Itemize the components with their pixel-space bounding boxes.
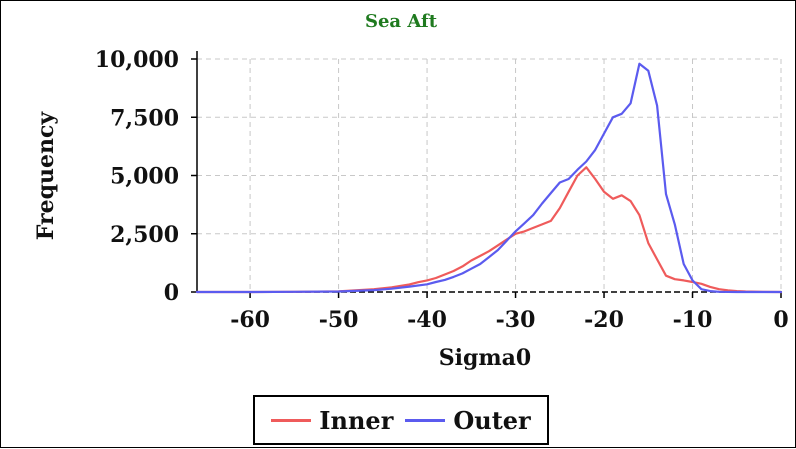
legend-label-inner: Inner xyxy=(319,405,394,435)
legend: Inner Outer xyxy=(253,395,549,445)
x-tick-label: -40 xyxy=(407,307,447,333)
x-tick-label: -50 xyxy=(319,307,359,333)
tick-layer: -60 -50 -40 -30 -20 -10 0 0 2,500 5,000 7,500 10,00… xyxy=(95,47,789,333)
legend-entry-inner: Inner xyxy=(271,406,393,435)
legend-entry-outer: Outer xyxy=(405,405,531,435)
legend-swatch-outer xyxy=(405,418,446,422)
chart-title: Sea Aft xyxy=(365,11,438,32)
y-tick-label: 5,000 xyxy=(110,164,179,190)
x-tick-label: -10 xyxy=(673,307,713,333)
y-tick-label: 10,000 xyxy=(95,47,179,73)
x-tick-label: 0 xyxy=(773,307,788,333)
legend-label-outer: Outer xyxy=(453,405,531,435)
x-tick-label: -60 xyxy=(230,307,270,333)
series-line-outer xyxy=(195,62,783,294)
y-tick-label: 7,500 xyxy=(110,105,179,131)
x-axis-label: Sigma0 xyxy=(439,345,531,371)
series-line-inner xyxy=(195,166,783,294)
y-tick-label: 2,500 xyxy=(110,222,179,248)
legend-swatch-inner xyxy=(271,418,312,422)
grid-layer xyxy=(197,58,782,292)
y-tick-label: 0 xyxy=(164,280,179,306)
x-tick-label: -20 xyxy=(584,307,624,333)
x-tick-label: -30 xyxy=(496,307,536,333)
series-layer xyxy=(195,62,783,294)
y-axis-label: Frequency xyxy=(33,111,59,241)
